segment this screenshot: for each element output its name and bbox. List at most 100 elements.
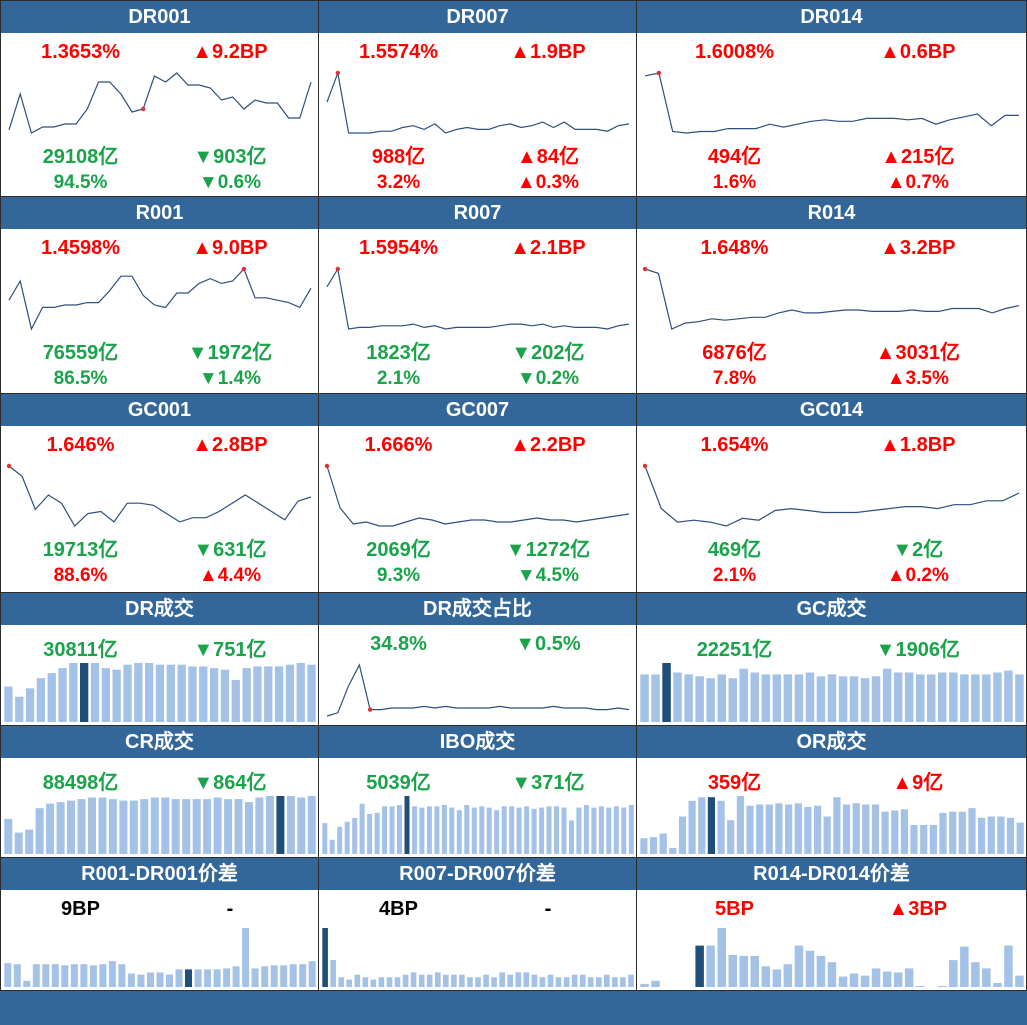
peak-marker — [141, 106, 146, 112]
bar — [698, 797, 706, 854]
bar — [750, 955, 759, 987]
bar — [785, 804, 793, 854]
bar — [515, 972, 522, 987]
stat-value: ▲3031亿 — [875, 342, 960, 364]
bar — [651, 674, 660, 722]
bar — [727, 820, 735, 854]
bar — [4, 686, 13, 722]
panel-title: DR007 — [319, 1, 636, 33]
panel-title: R014 — [637, 197, 1026, 229]
panel-gc001: GC001 1.646% ▲2.8BP 19713亿 ▼631亿 88.6% ▲4.4% — [0, 393, 318, 592]
chart-dr001 — [8, 72, 312, 134]
bar — [203, 799, 212, 854]
stat-value: 76559亿 — [42, 342, 119, 364]
stat-value: 9BP — [61, 898, 100, 920]
panel-title: R001 — [1, 197, 318, 229]
chart-r007 — [326, 266, 630, 330]
stat-value: 34.8% — [370, 633, 427, 655]
bar — [1004, 670, 1013, 722]
bar — [927, 674, 936, 722]
panel-title: R007-DR007价差 — [319, 858, 636, 890]
bar — [993, 982, 1002, 987]
bar — [604, 974, 610, 987]
bar — [563, 977, 570, 987]
bar — [147, 972, 154, 987]
bar — [651, 980, 660, 987]
bar — [261, 966, 269, 987]
bar — [583, 805, 589, 854]
bar — [56, 802, 65, 854]
bar — [354, 974, 361, 987]
bar — [274, 666, 284, 722]
bar — [805, 672, 815, 722]
bar — [397, 805, 402, 854]
bar — [993, 672, 1002, 722]
stat-value: 9.3% — [376, 565, 421, 586]
bar — [127, 973, 135, 987]
bar — [46, 803, 55, 854]
panel-title: DR001 — [1, 1, 318, 33]
bar — [370, 979, 377, 987]
stat-value: 1823亿 — [366, 342, 431, 364]
bar — [849, 973, 859, 987]
stat-value: 1.666% — [364, 434, 433, 456]
bar — [612, 977, 618, 987]
bar — [129, 800, 138, 854]
bar — [982, 968, 991, 987]
panel-gc014: GC014 1.654% ▲1.8BP 469亿 ▼2亿 2.1% ▲0.2% — [636, 393, 1026, 592]
bar — [253, 666, 262, 722]
stat-value: ▲0.2% — [886, 565, 949, 586]
peak-marker — [241, 266, 247, 272]
bar — [185, 969, 192, 987]
bar — [118, 964, 126, 987]
panel-title: DR成交占比 — [319, 593, 636, 625]
stat-value: 22251亿 — [696, 639, 773, 661]
bar — [971, 674, 980, 722]
bar — [234, 799, 243, 854]
bar — [264, 666, 273, 722]
bar — [987, 816, 995, 854]
stat-value: ▼4.5% — [516, 565, 580, 586]
bar — [443, 974, 449, 987]
bar — [471, 807, 477, 854]
bar — [904, 968, 914, 987]
bar — [123, 664, 132, 722]
bar — [746, 805, 754, 854]
stat-value: - — [226, 898, 234, 920]
stat-value: 1.5954% — [359, 237, 438, 259]
series-line — [8, 72, 312, 134]
chart-gc014 — [642, 463, 1020, 527]
bar — [613, 806, 619, 854]
bar — [99, 964, 107, 987]
bar — [346, 979, 352, 987]
stat-value: 86.5% — [53, 368, 108, 389]
panel-title: R007 — [319, 197, 636, 229]
bar — [15, 696, 24, 722]
bar — [108, 799, 117, 854]
bar — [628, 805, 634, 854]
bar — [794, 803, 802, 854]
bar — [765, 804, 773, 854]
bar — [904, 672, 914, 722]
bar — [322, 928, 328, 987]
chart-cr-vol — [4, 796, 316, 854]
bar — [223, 968, 231, 987]
bar — [838, 976, 848, 987]
bar — [1015, 674, 1024, 722]
stat-value: 1.646% — [46, 434, 115, 456]
bar — [591, 807, 597, 854]
bar — [717, 674, 726, 722]
chart-dr014 — [644, 70, 1019, 134]
bar — [871, 968, 881, 987]
bar — [499, 972, 505, 987]
panel-r007: R007 1.5954% ▲2.1BP 1823亿 ▼202亿 2.1% ▼0.2% — [318, 196, 636, 393]
bar — [968, 808, 976, 854]
bar — [25, 829, 34, 854]
bar — [119, 800, 128, 854]
bar — [775, 803, 783, 854]
bar — [67, 800, 75, 854]
series-line — [326, 465, 630, 527]
bar — [1015, 975, 1024, 987]
stat-value: ▼0.5% — [515, 633, 581, 655]
bar — [352, 817, 358, 854]
